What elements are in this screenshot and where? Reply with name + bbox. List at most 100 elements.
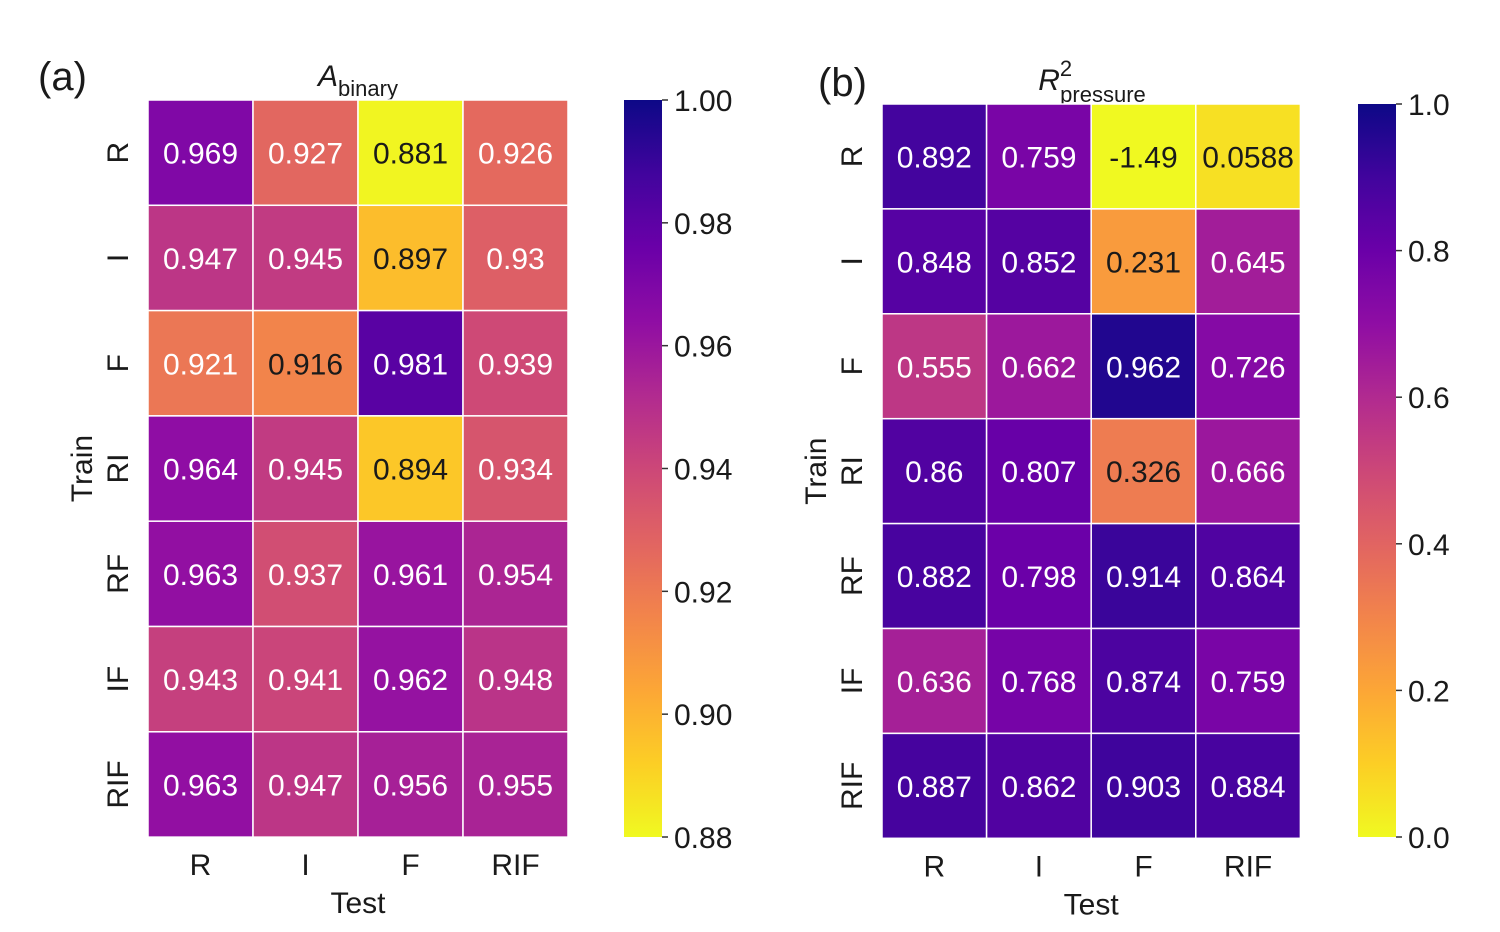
cell-value-label: 0.848 — [897, 246, 972, 279]
colorbar-tick-label: 1.0 — [1408, 89, 1450, 122]
cell-value-label: 0.874 — [1106, 666, 1181, 699]
heatmap-cell — [985, 103, 1092, 210]
cell-value-label: 0.884 — [1211, 771, 1286, 804]
colorbar — [1358, 104, 1396, 837]
cell-value-label: 0.962 — [1106, 351, 1181, 384]
cell-value-label: 0.945 — [268, 243, 343, 276]
panel-label: (b) — [818, 61, 867, 105]
y-tick-label: R — [836, 146, 869, 168]
cell-value-label: 0.921 — [163, 348, 238, 381]
title-subscript: pressure — [1060, 82, 1146, 107]
colorbar-tick-label: 0.94 — [674, 454, 732, 487]
cell-value-label: 0.947 — [163, 243, 238, 276]
cell-value-label: 0.956 — [373, 769, 448, 802]
cell-value-label: 0.666 — [1211, 456, 1286, 489]
heatmap-panel-a: (a) Abinary 0.969 0.927 0.881 0.926 0.947 0.945… — [38, 55, 732, 920]
x-tick-label: I — [1035, 850, 1043, 883]
cell-value-label: 0.882 — [897, 561, 972, 594]
y-axis-label: Train — [66, 435, 99, 502]
cell-value-label: 0.954 — [478, 559, 553, 592]
heatmap-cell — [881, 313, 988, 420]
cell-value-label: 0.86 — [905, 456, 963, 489]
colorbar-tick-label: 0.92 — [674, 576, 732, 609]
cell-value-label: 0.897 — [373, 243, 448, 276]
heatmap-cell — [357, 731, 464, 838]
cell-value-label: 0.981 — [373, 348, 448, 381]
cell-value-label: 0.943 — [163, 664, 238, 697]
heatmap-cell — [881, 103, 988, 210]
heatmap-cell — [1195, 627, 1302, 735]
cell-value-label: 0.326 — [1106, 456, 1181, 489]
heatmap-cell — [462, 625, 569, 733]
heatmap-cell — [1195, 522, 1302, 630]
cell-value-label: 0.961 — [373, 559, 448, 592]
y-tick-label: RIF — [836, 762, 869, 810]
colorbar-tick-label: 0.98 — [674, 208, 732, 241]
x-tick-label: F — [1134, 850, 1152, 883]
cell-value-label: 0.916 — [268, 348, 343, 381]
cell-value-label: 0.662 — [1001, 351, 1076, 384]
cell-value-label: 0.947 — [268, 769, 343, 802]
y-tick-label: IF — [102, 666, 135, 693]
cell-value-label: 0.962 — [373, 664, 448, 697]
cell-value-label: 0.726 — [1211, 351, 1286, 384]
cell-value-label: 0.864 — [1211, 561, 1286, 594]
y-tick-label: I — [102, 254, 135, 262]
cell-value-label: 0.903 — [1106, 771, 1181, 804]
colorbar-tick-label: 0.2 — [1408, 675, 1450, 708]
heatmap-cell — [252, 415, 359, 522]
colorbar-tick-label: 0.6 — [1408, 382, 1450, 415]
cell-value-label: 0.934 — [478, 454, 553, 487]
cell-value-label: 0.927 — [268, 138, 343, 171]
chart-title: Abinary — [316, 60, 398, 101]
cell-value-label: 0.807 — [1001, 456, 1076, 489]
cell-value-label: 0.862 — [1001, 771, 1076, 804]
y-tick-label: RI — [836, 456, 869, 486]
colorbar-tick-label: 0.8 — [1408, 236, 1450, 269]
cell-value-label: 0.945 — [268, 454, 343, 487]
y-tick-label: RF — [836, 556, 869, 596]
heatmap-cell — [462, 204, 569, 312]
heatmap-cell — [985, 732, 1092, 840]
heatmap-cell — [462, 731, 569, 838]
heatmap-cell — [881, 732, 988, 840]
y-tick-label: R — [102, 142, 135, 164]
cell-value-label: 0.948 — [478, 664, 553, 697]
heatmap-cell — [462, 520, 569, 628]
heatmap-cell — [147, 520, 254, 628]
cell-value-label: 0.939 — [478, 348, 553, 381]
x-tick-label: R — [190, 849, 212, 882]
heatmap-cell — [252, 99, 359, 207]
y-tick-label: RI — [102, 454, 135, 484]
cell-value-label: 0.798 — [1001, 561, 1076, 594]
title-superscript: 2 — [1060, 56, 1072, 81]
chart-title: R2 pressure — [1038, 56, 1146, 107]
y-tick-label: F — [102, 354, 135, 372]
heatmap-cell — [881, 208, 988, 315]
cell-value-label: 0.852 — [1001, 246, 1076, 279]
cell-value-label: 0.937 — [268, 559, 343, 592]
heatmap-cell — [1195, 732, 1302, 840]
cell-value-label: 0.555 — [897, 351, 972, 384]
colorbar-tick-label: 1.00 — [674, 85, 732, 118]
cell-value-label: -1.49 — [1109, 141, 1177, 174]
x-axis-label: Test — [330, 887, 386, 920]
cell-value-label: 0.963 — [163, 559, 238, 592]
colorbar-tick-label: 0.4 — [1408, 529, 1450, 562]
cell-value-label: 0.969 — [163, 138, 238, 171]
colorbar-tick-label: 0.90 — [674, 699, 732, 732]
cell-value-label: 0.887 — [897, 771, 972, 804]
heatmap-cell — [1090, 313, 1197, 420]
cell-value-label: 0.0588 — [1202, 141, 1294, 174]
y-tick-label: IF — [836, 668, 869, 695]
cell-value-label: 0.892 — [897, 141, 972, 174]
y-tick-label: RIF — [102, 760, 135, 808]
heatmap-cell — [1195, 313, 1302, 420]
x-axis-label: Test — [1064, 888, 1120, 921]
heatmap-cell — [357, 99, 464, 207]
heatmap-cell — [357, 520, 464, 628]
heatmap-cell — [252, 520, 359, 628]
cell-value-label: 0.231 — [1106, 246, 1181, 279]
